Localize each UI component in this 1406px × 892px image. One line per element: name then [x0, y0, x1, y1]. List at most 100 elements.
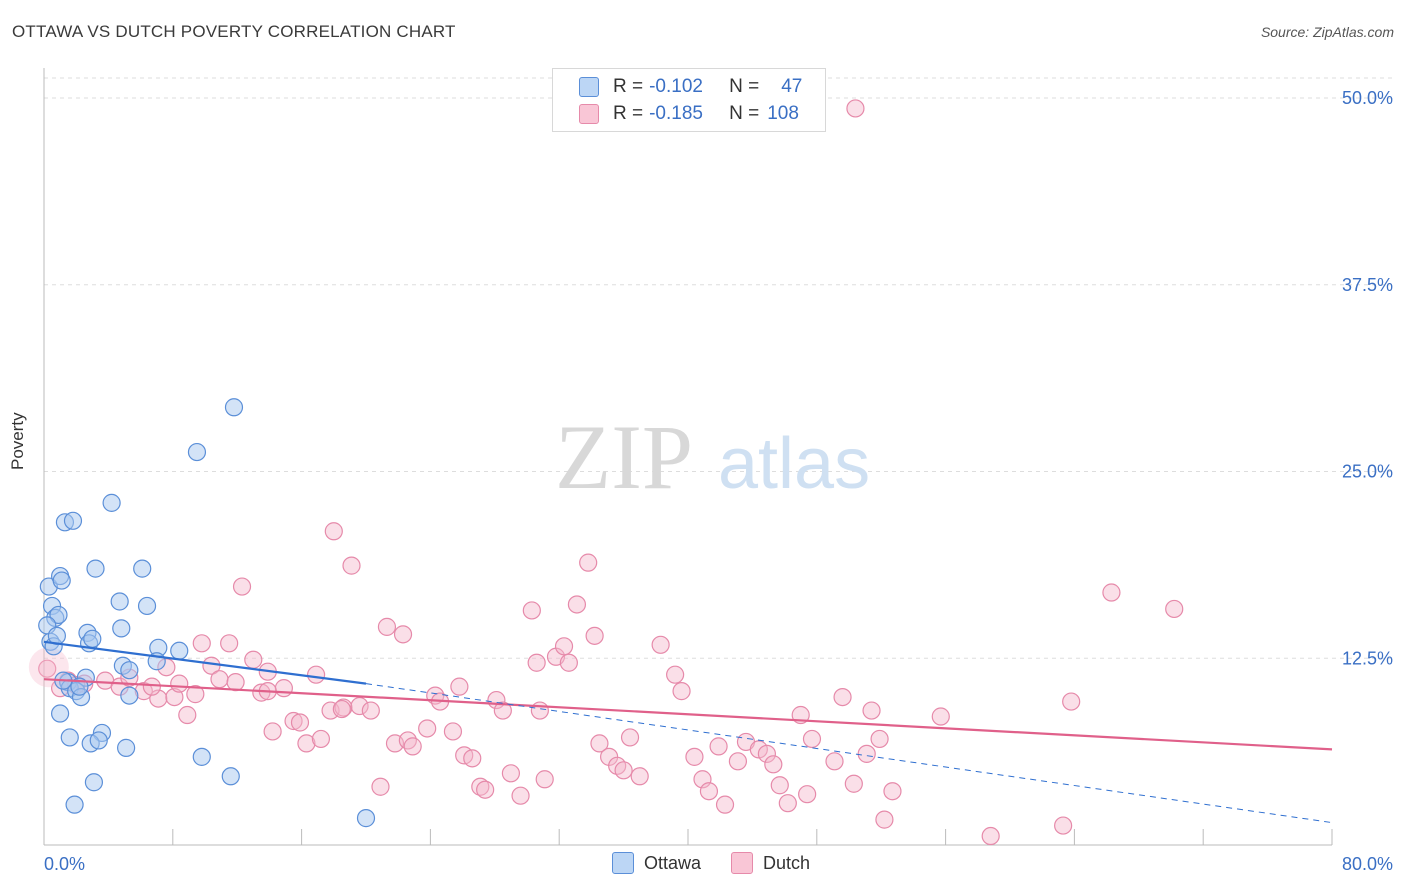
dutch-point [709, 737, 728, 756]
dutch-point [398, 731, 417, 750]
dutch-point [443, 722, 463, 741]
dutch-point [870, 729, 889, 749]
dutch-point [186, 685, 205, 704]
ottawa-point [170, 641, 189, 660]
ottawa-point [65, 795, 84, 814]
dutch-point [350, 696, 369, 716]
dutch-point [630, 767, 649, 786]
legend-r-label: R = [613, 76, 644, 97]
dutch-point [981, 826, 1000, 846]
legend-swatch-ottawa [612, 852, 634, 874]
watermark-zip: ZIP [555, 406, 693, 508]
dutch-point [170, 674, 189, 693]
legend-item-dutch: Dutch [731, 852, 810, 874]
dutch-point [715, 795, 735, 814]
dutch-point [463, 749, 482, 768]
dutch-point [220, 634, 239, 653]
legend-swatch-ottawa [579, 77, 599, 97]
ottawa-point [192, 747, 211, 766]
dutch-point [450, 677, 469, 696]
dutch-point [614, 761, 633, 780]
y-tick-label: 25.0% [1342, 462, 1393, 482]
legend-r-value-dutch: -0.185 [649, 103, 703, 124]
ottawa-point [224, 398, 244, 417]
ottawa-point [117, 738, 136, 757]
legend-n-label: N = [729, 103, 760, 124]
series-ottawa [38, 398, 376, 828]
source-label: Source: ZipAtlas.com [1260, 24, 1394, 40]
dutch-point [728, 752, 748, 771]
dutch-point [178, 705, 197, 725]
ottawa-point [83, 629, 102, 648]
dutch-point [342, 556, 361, 575]
legend-swatch-dutch [579, 104, 599, 124]
legend-swatch-dutch [731, 852, 754, 874]
ticks-layer: 12.5% 25.0% 37.5% 50.0% 0.0% 80.0% [43, 88, 1393, 874]
ottawa-point [221, 767, 240, 786]
dutch-point [284, 711, 303, 731]
dutch-point [857, 744, 876, 763]
legend-n-value-dutch: 108 [767, 103, 799, 124]
dutch-point [1062, 692, 1081, 711]
dutch-point [1054, 816, 1073, 835]
legend-item-ottawa: Ottawa [612, 852, 701, 874]
dutch-point [418, 719, 437, 738]
dutch-point [833, 687, 852, 707]
dutch-point [232, 577, 252, 596]
ottawa-point [89, 731, 108, 750]
series-dutch [28, 99, 1184, 846]
ottawa-point [187, 442, 207, 462]
legend-r-value-ottawa: -0.102 [649, 76, 703, 97]
x-tick-label: 80.0% [1342, 854, 1393, 874]
dutch-point [476, 780, 495, 799]
dutch-point [297, 734, 316, 753]
dutch-point [666, 665, 685, 684]
ottawa-point [50, 704, 70, 723]
dutch-point [883, 782, 902, 801]
legend-row-dutch: R = -0.185 N = 108 [553, 100, 799, 128]
ottawa-trend-extension [365, 683, 1333, 824]
ottawa-point [137, 596, 157, 616]
dutch-point [764, 755, 783, 774]
dutch-point [535, 770, 554, 789]
dutch-point [522, 601, 541, 620]
dutch-point [324, 522, 343, 541]
legend-label-ottawa: Ottawa [644, 852, 702, 873]
x-tick-label: 0.0% [44, 854, 85, 874]
legend-n-value-ottawa: 47 [781, 76, 803, 97]
dutch-point [142, 677, 161, 696]
dutch-point [862, 701, 881, 720]
watermark-atlas: atlas [718, 424, 870, 504]
dutch-point [778, 794, 797, 813]
dutch-point [1102, 583, 1121, 602]
dutch-point [590, 734, 609, 753]
dutch-point [311, 729, 331, 749]
dutch-point [210, 670, 229, 689]
dutch-point [244, 650, 263, 669]
dutch-point [332, 699, 351, 719]
dutch-point [38, 659, 57, 678]
dutch-point [554, 637, 574, 656]
dutch-point [371, 777, 390, 796]
ottawa-point [110, 592, 129, 611]
ottawa-point [356, 809, 376, 828]
dutch-point [931, 707, 950, 726]
correlation-legend: R = -0.102 N = 47 R = -0.185 N = 108 [552, 68, 826, 132]
ottawa-point [86, 559, 105, 578]
dutch-point [393, 625, 413, 644]
dutch-point [226, 673, 245, 692]
dutch-point [567, 595, 587, 614]
dutch-point [263, 722, 282, 741]
dutch-point [844, 774, 863, 793]
grid-layer [44, 77, 1394, 659]
dutch-point [530, 701, 549, 720]
ottawa-point [120, 661, 139, 680]
ottawa-point [102, 493, 121, 512]
legend-label-dutch: Dutch [763, 852, 811, 873]
dutch-point [290, 713, 310, 732]
ottawa-point [60, 728, 79, 747]
dutch-point [770, 776, 789, 795]
y-tick-label: 50.0% [1342, 88, 1393, 108]
watermark: ZIP atlas [555, 406, 870, 508]
dutch-point [377, 617, 397, 636]
